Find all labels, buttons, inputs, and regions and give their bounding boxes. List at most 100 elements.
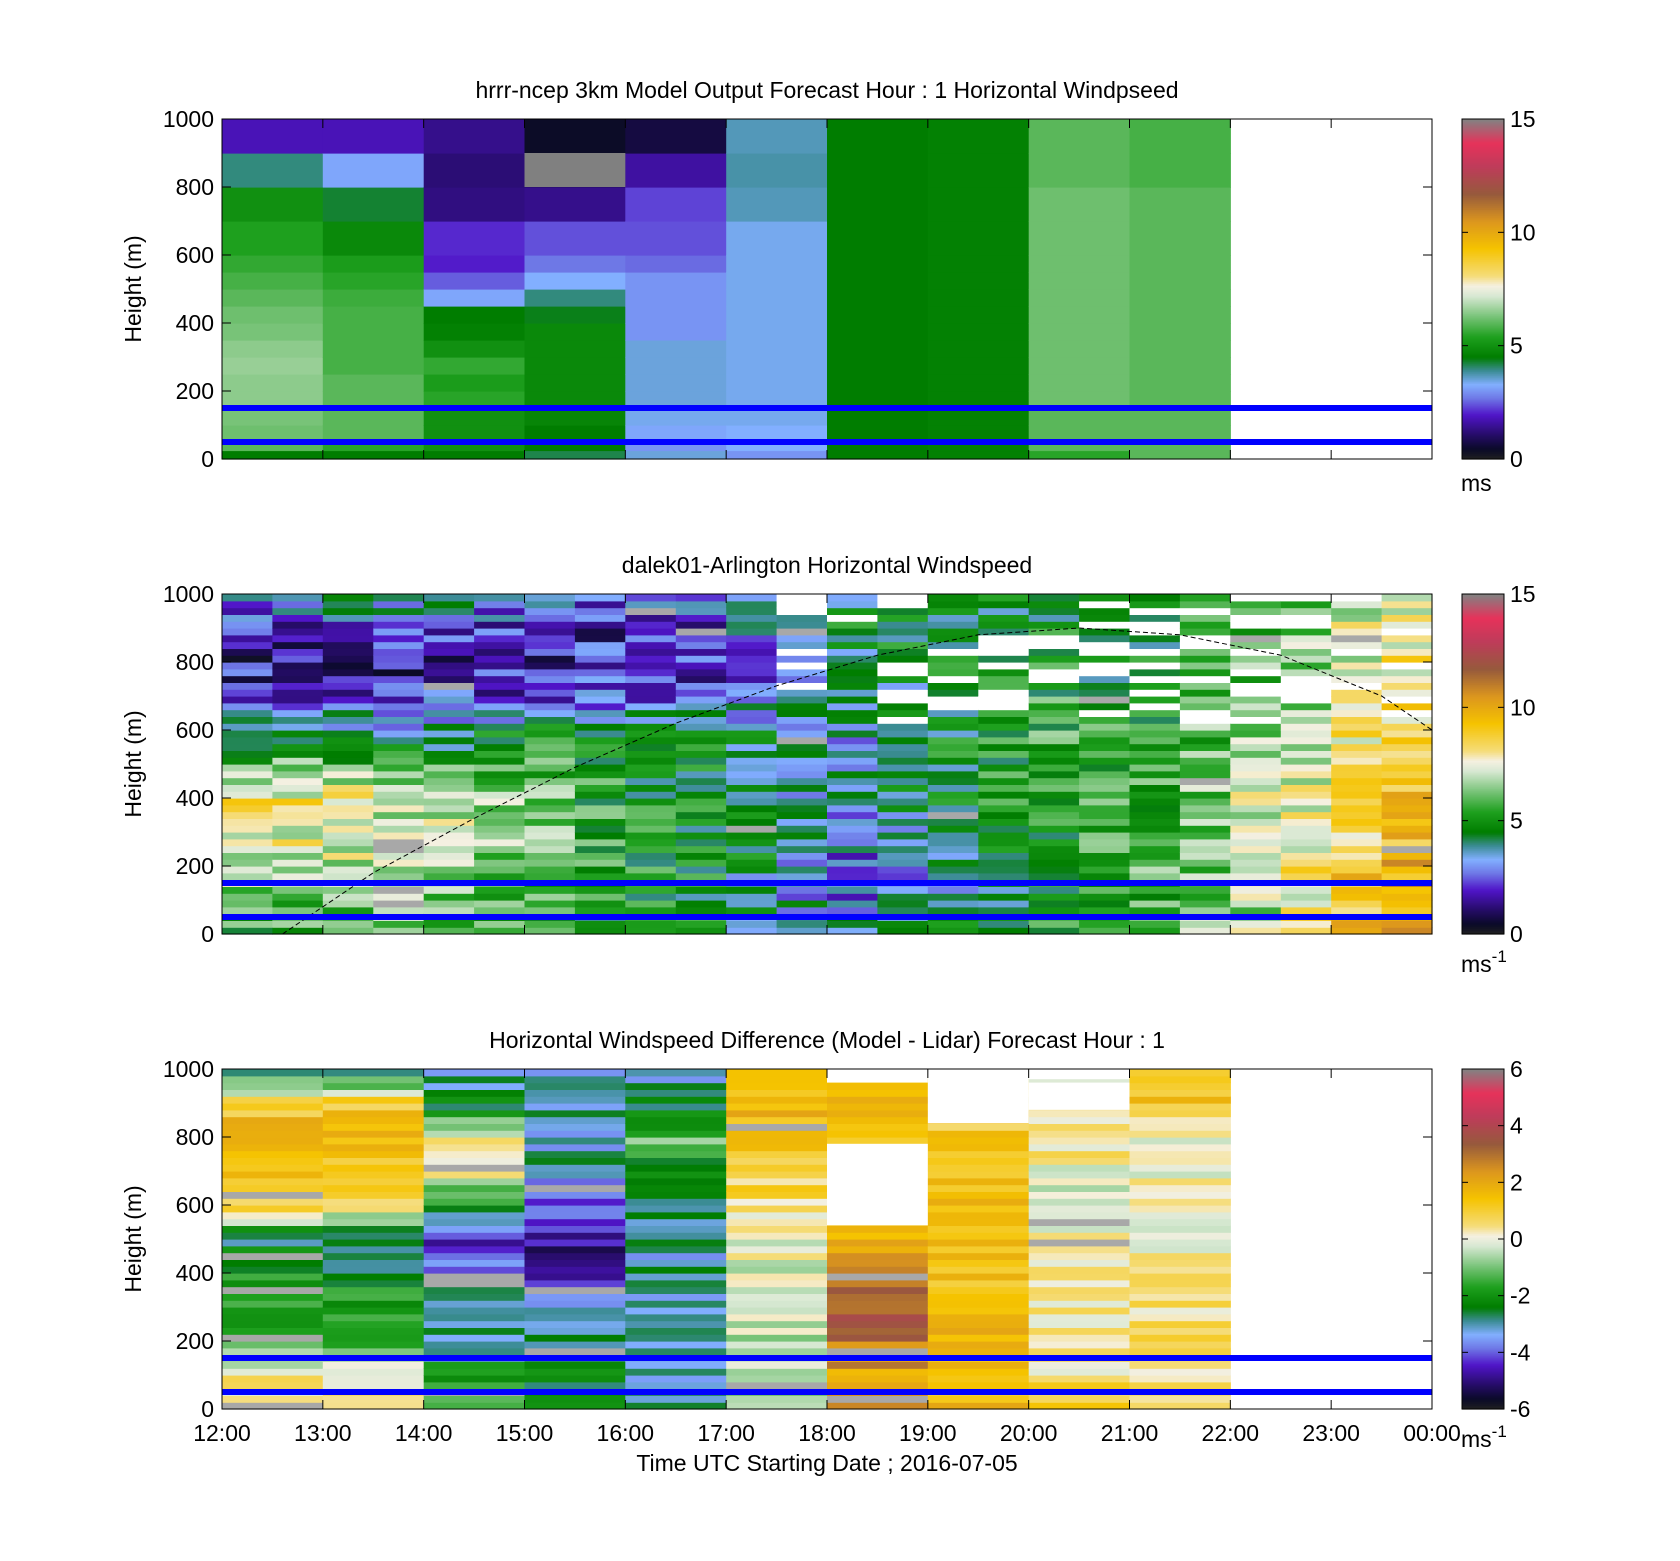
colorbar-segment xyxy=(1462,750,1504,753)
heatmap-cell xyxy=(726,791,778,799)
heatmap-cell xyxy=(222,1361,324,1369)
heatmap-cell xyxy=(1230,927,1282,935)
colorbar-segment xyxy=(1462,714,1504,717)
heatmap-cell xyxy=(322,425,425,443)
heatmap-cell xyxy=(1331,641,1383,649)
heatmap-cell xyxy=(1028,1307,1131,1315)
heatmap-cell xyxy=(423,1075,526,1084)
heatmap-cell xyxy=(1129,1368,1231,1376)
heatmap-cell xyxy=(574,791,626,799)
heatmap-cell xyxy=(272,723,324,731)
heatmap-cell xyxy=(726,818,778,826)
heatmap-cell xyxy=(827,784,878,792)
heatmap-cell xyxy=(726,872,778,881)
heatmap-cell xyxy=(322,1245,425,1254)
heatmap-cell xyxy=(272,757,324,765)
heatmap-cell xyxy=(524,825,576,833)
heatmap-cell xyxy=(222,1300,324,1308)
x-tick-label: 21:00 xyxy=(1101,1420,1159,1446)
heatmap-cell xyxy=(222,614,273,622)
heatmap-cell xyxy=(625,1211,727,1220)
heatmap-cell xyxy=(675,777,727,785)
heatmap-cell xyxy=(423,408,526,426)
heatmap-cell xyxy=(423,1089,526,1097)
heatmap-cell xyxy=(322,1327,425,1335)
heatmap-cell xyxy=(1230,845,1282,853)
heatmap-cell xyxy=(726,442,828,452)
colorbar-segment xyxy=(1462,257,1504,260)
heatmap-cell xyxy=(322,255,425,273)
heatmap-cell xyxy=(423,1381,526,1390)
heatmap-cell xyxy=(322,1259,425,1267)
colorbar-segment xyxy=(1462,842,1504,845)
heatmap-cell xyxy=(1129,906,1181,915)
heatmap-cell xyxy=(474,777,526,785)
heatmap-cell xyxy=(625,1361,727,1369)
heatmap-cell xyxy=(726,757,778,765)
colorbar-segment xyxy=(1462,309,1504,312)
colorbar-segment xyxy=(1462,385,1504,388)
colorbar-segment xyxy=(1462,832,1504,835)
heatmap-cell xyxy=(877,859,929,867)
colorbar-segment xyxy=(1462,1243,1504,1246)
heatmap-cell xyxy=(1230,872,1282,881)
heatmap-cell xyxy=(625,1239,727,1247)
heatmap-cell xyxy=(877,668,929,677)
heatmap-cell xyxy=(927,119,1030,154)
heatmap-cell xyxy=(1129,1150,1231,1158)
heatmap-cell xyxy=(373,866,425,874)
heatmap-cell xyxy=(222,798,273,806)
heatmap-cell xyxy=(726,600,778,609)
heatmap-cell xyxy=(726,682,778,690)
colorbar-segment xyxy=(1462,648,1504,651)
heatmap-cell xyxy=(574,845,626,853)
heatmap-cell xyxy=(827,1252,929,1260)
heatmap-cell xyxy=(1179,866,1231,874)
heatmap-cell xyxy=(1028,920,1080,928)
heatmap-cell xyxy=(524,1157,626,1165)
heatmap-cell xyxy=(726,255,828,273)
colorbar-segment xyxy=(1462,1135,1504,1138)
heatmap-cell xyxy=(1079,655,1131,663)
heatmap-cell xyxy=(625,784,677,792)
colorbar-segment xyxy=(1462,187,1504,190)
y-tick-label: 0 xyxy=(201,921,214,947)
heatmap-cell xyxy=(776,811,828,819)
heatmap-cell xyxy=(776,900,828,908)
heatmap-cell xyxy=(1028,1075,1131,1084)
colorbar-segment xyxy=(1462,205,1504,208)
colorbar-segment xyxy=(1462,315,1504,318)
colorbar-tick-label: 2 xyxy=(1510,1169,1523,1195)
heatmap-cell xyxy=(222,1082,324,1090)
heatmap-cell xyxy=(726,1334,828,1342)
heatmap-cell xyxy=(1028,634,1080,643)
colorbar-segment xyxy=(1462,758,1504,761)
heatmap-cell xyxy=(524,594,576,602)
heatmap-cell xyxy=(373,702,425,711)
heatmap-cell xyxy=(1381,811,1433,819)
heatmap-cell xyxy=(272,675,324,683)
colorbar-tick-label: 5 xyxy=(1510,808,1523,834)
heatmap-cell xyxy=(1028,791,1080,799)
heatmap-cell xyxy=(272,825,324,833)
heatmap-cell xyxy=(423,614,475,622)
heatmap-cell xyxy=(1331,736,1383,745)
colorbar-segment xyxy=(1462,1269,1504,1272)
heatmap-cell xyxy=(978,764,1030,772)
heatmap-cell xyxy=(726,391,828,409)
heatmap-cell xyxy=(877,757,929,765)
heatmap-cell xyxy=(625,770,677,779)
heatmap-cell xyxy=(1280,906,1332,915)
heatmap-cell xyxy=(524,1109,626,1118)
colorbar-segment xyxy=(1462,403,1504,406)
heatmap-cell xyxy=(272,594,324,602)
heatmap-cell xyxy=(1230,655,1282,663)
heatmap-cell xyxy=(1331,675,1383,683)
colorbar-segment xyxy=(1462,1223,1504,1226)
heatmap-cell xyxy=(726,1341,828,1349)
heatmap-cell xyxy=(625,675,677,683)
heatmap-cell xyxy=(978,900,1030,908)
heatmap-cell xyxy=(1028,255,1131,273)
heatmap-cell xyxy=(978,791,1030,799)
heatmap-cell xyxy=(1028,777,1080,785)
